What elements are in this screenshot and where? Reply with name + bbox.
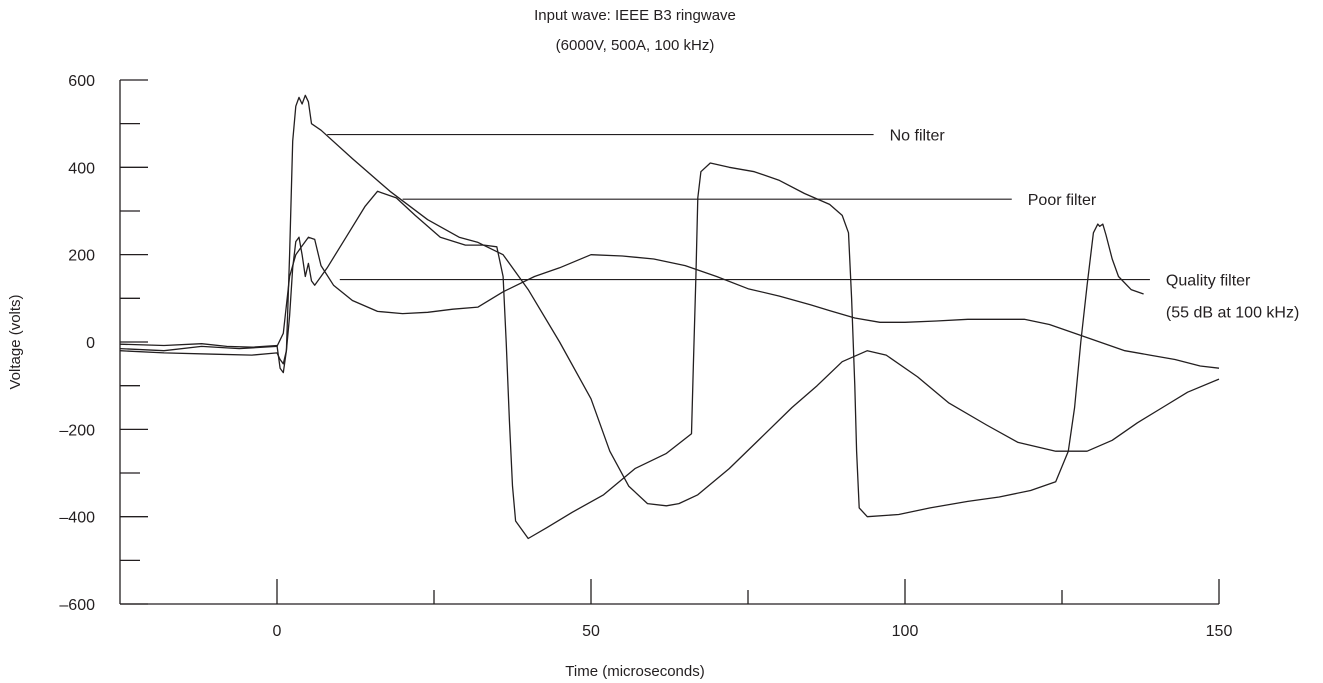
series-labels: No filter Poor filter Quality filter (55 dB… — [890, 128, 1300, 322]
y-axis-title: Voltage (volts) — [7, 294, 24, 389]
chart-title-line-1: Input wave: IEEE B3 ringwave — [534, 7, 736, 24]
y-axis-ticks: 600 400 200 0 –200 –400 –600 — [59, 73, 148, 614]
series-label-no-filter: No filter — [890, 128, 946, 145]
x-axis-title: Time (microseconds) — [565, 663, 704, 680]
y-tick-label: 600 — [68, 73, 95, 90]
y-tick-label: 0 — [86, 335, 95, 352]
x-axis-ticks: 0 50 100 150 — [273, 579, 1233, 640]
series-line-quality-filter — [119, 236, 1220, 369]
x-tick-label: 150 — [1206, 623, 1233, 640]
y-tick-label: –400 — [59, 510, 95, 527]
series-line-poor-filter — [119, 162, 1144, 540]
x-tick-label: 50 — [582, 623, 600, 640]
y-tick-label: 200 — [68, 248, 95, 265]
chart-title-line-2: (6000V, 500A, 100 kHz) — [556, 37, 715, 54]
x-tick-label: 0 — [273, 623, 282, 640]
y-tick-label: –200 — [59, 422, 95, 439]
series-label-quality-filter: (55 dB at 100 kHz) — [1166, 305, 1299, 322]
y-tick-label: –600 — [59, 597, 95, 614]
chart-title: Input wave: IEEE B3 ringwave (6000V, 500… — [534, 7, 736, 54]
x-tick-label: 100 — [892, 623, 919, 640]
series-leader-lines — [327, 134, 1150, 281]
series-label-quality-filter: Quality filter — [1166, 273, 1251, 290]
series-traces — [119, 94, 1220, 540]
series-label-poor-filter: Poor filter — [1028, 192, 1097, 209]
series-line-no-filter — [119, 94, 1220, 507]
y-tick-label: 400 — [68, 160, 95, 177]
